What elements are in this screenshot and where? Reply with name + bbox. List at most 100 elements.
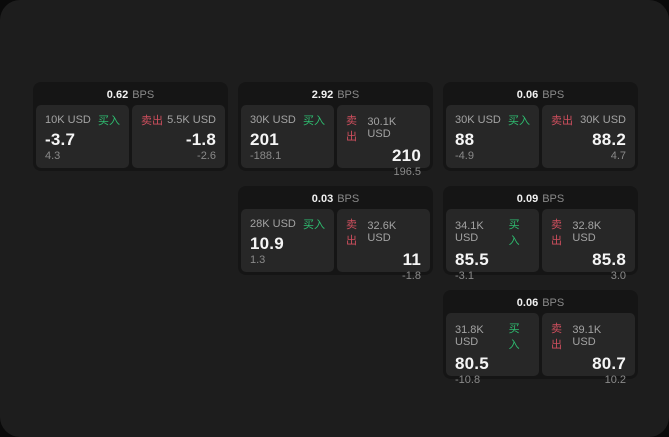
buy-label: 买入 [98,115,120,127]
spread-header: 2.92 BPS [241,85,430,105]
sell-panel[interactable]: 卖出 32.8K USD 85.8 3.0 [542,209,635,282]
sell-amount: 32.6K USD [367,220,397,244]
buy-delta: 1.3 [250,254,266,266]
buy-price: 88 [455,130,475,149]
buy-delta: -188.1 [250,150,282,162]
sell-panel-header: 卖出 39.1K USD [551,320,626,352]
buy-panel-header: 28K USD 买入 [250,216,325,232]
spread-header: 0.09 BPS [446,189,635,209]
sell-amount: 5.5K USD [167,114,216,126]
buy-amount: 28K USD [250,218,296,230]
quote-panels: 31.8K USD 买入 80.5 -10.8 卖出 39.1K USD 80.… [446,313,635,386]
spread-header: 0.03 BPS [241,189,430,209]
buy-panel-header: 30K USD 买入 [455,112,530,128]
sell-panel[interactable]: 卖出 32.6K USD 11 -1.8 [337,209,430,282]
sell-price: 88.2 [592,130,626,149]
spread-value: 0.06 [516,297,539,309]
spread-header: 0.06 BPS [446,85,635,105]
quote-card: 0.06 BPS 31.8K USD 买入 80.5 -10.8 卖出 39.1… [443,290,638,386]
quote-card: 0.09 BPS 34.1K USD 买入 85.5 -3.1 卖出 32.8K… [443,186,638,282]
sell-panel-header: 卖出 30K USD [551,112,626,128]
quote-panels: 34.1K USD 买入 85.5 -3.1 卖出 32.8K USD 85.8… [446,209,635,282]
quote-panels: 28K USD 买入 10.9 1.3 卖出 32.6K USD 11 -1.8 [241,209,430,282]
buy-amount: 31.8K USD [455,324,484,348]
buy-label: 买入 [508,323,520,351]
buy-delta: -3.1 [455,270,474,282]
sell-delta: -2.6 [197,150,216,162]
buy-panel[interactable]: 30K USD 买入 201 -188.1 [241,105,334,168]
spread-unit: BPS [337,89,360,101]
buy-panel[interactable]: 10K USD 买入 -3.7 4.3 [36,105,129,168]
quote-card: 0.62 BPS 10K USD 买入 -3.7 4.3 卖出 5.5K USD [33,82,228,171]
buy-amount: 10K USD [45,114,91,126]
spread-value: 0.62 [106,89,129,101]
sell-panel-header: 卖出 32.8K USD [551,216,626,248]
quote-panels: 30K USD 买入 88 -4.9 卖出 30K USD 88.2 4.7 [446,105,635,168]
quote-card: 0.06 BPS 30K USD 买入 88 -4.9 卖出 30K USD [443,82,638,171]
quote-panels: 30K USD 买入 201 -188.1 卖出 30.1K USD 210 1… [241,105,430,178]
buy-delta: -4.9 [455,150,474,162]
spread-value: 0.06 [516,89,539,101]
sell-amount: 32.8K USD [572,220,602,244]
sell-amount: 30.1K USD [367,116,397,140]
buy-panel-header: 10K USD 买入 [45,112,120,128]
sell-panel-header: 卖出 32.6K USD [346,216,421,248]
sell-panel-header: 卖出 30.1K USD [346,112,421,144]
buy-label: 买入 [508,115,530,127]
sell-label: 卖出 [346,219,357,247]
sell-panel[interactable]: 卖出 30.1K USD 210 196.5 [337,105,430,178]
buy-panel[interactable]: 34.1K USD 买入 85.5 -3.1 [446,209,539,282]
sell-label: 卖出 [551,323,562,351]
buy-amount: 34.1K USD [455,220,484,244]
spread-value: 2.92 [311,89,334,101]
buy-panel[interactable]: 28K USD 买入 10.9 1.3 [241,209,334,272]
sell-delta: 3.0 [610,270,626,282]
sell-price: 85.8 [592,250,626,269]
quote-card: 2.92 BPS 30K USD 买入 201 -188.1 卖出 30.1K … [238,82,433,178]
spread-value: 0.09 [516,193,539,205]
sell-delta: 196.5 [393,166,421,178]
sell-panel[interactable]: 卖出 39.1K USD 80.7 10.2 [542,313,635,386]
spread-unit: BPS [542,89,565,101]
spread-header: 0.06 BPS [446,293,635,313]
buy-delta: 4.3 [45,150,61,162]
quote-card: 0.03 BPS 28K USD 买入 10.9 1.3 卖出 32.6K US… [238,186,433,282]
spread-header: 0.62 BPS [36,85,225,105]
sell-delta: 4.7 [610,150,626,162]
sell-label: 卖出 [551,219,562,247]
buy-panel-header: 30K USD 买入 [250,112,325,128]
buy-label: 买入 [303,115,325,127]
sell-panel[interactable]: 卖出 5.5K USD -1.8 -2.6 [132,105,225,168]
sell-label: 卖出 [141,115,163,127]
spread-unit: BPS [337,193,360,205]
buy-amount: 30K USD [455,114,501,126]
buy-panel[interactable]: 30K USD 买入 88 -4.9 [446,105,539,168]
buy-panel-header: 31.8K USD 买入 [455,320,530,352]
sell-delta: -1.8 [402,270,421,282]
sell-panel[interactable]: 卖出 30K USD 88.2 4.7 [542,105,635,168]
spread-value: 0.03 [311,193,334,205]
buy-price: 10.9 [250,234,284,253]
spread-unit: BPS [132,89,155,101]
sell-price: -1.8 [185,130,216,149]
sell-label: 卖出 [551,115,573,127]
buy-panel[interactable]: 31.8K USD 买入 80.5 -10.8 [446,313,539,386]
sell-label: 卖出 [346,115,357,143]
buy-price: 85.5 [455,250,489,269]
sell-amount: 30K USD [580,114,626,126]
sell-price: 11 [402,250,421,269]
spread-unit: BPS [542,297,565,309]
buy-label: 买入 [303,219,325,231]
spread-unit: BPS [542,193,565,205]
quote-cards-grid: 0.62 BPS 10K USD 买入 -3.7 4.3 卖出 5.5K USD [33,82,638,386]
quote-panels: 10K USD 买入 -3.7 4.3 卖出 5.5K USD -1.8 -2.… [36,105,225,168]
buy-amount: 30K USD [250,114,296,126]
buy-price: 80.5 [455,354,489,373]
buy-label: 买入 [508,219,520,247]
buy-price: -3.7 [45,130,76,149]
sell-delta: 10.2 [604,374,626,386]
sell-price: 210 [392,146,421,165]
sell-amount: 39.1K USD [572,324,602,348]
buy-price: 201 [250,130,279,149]
